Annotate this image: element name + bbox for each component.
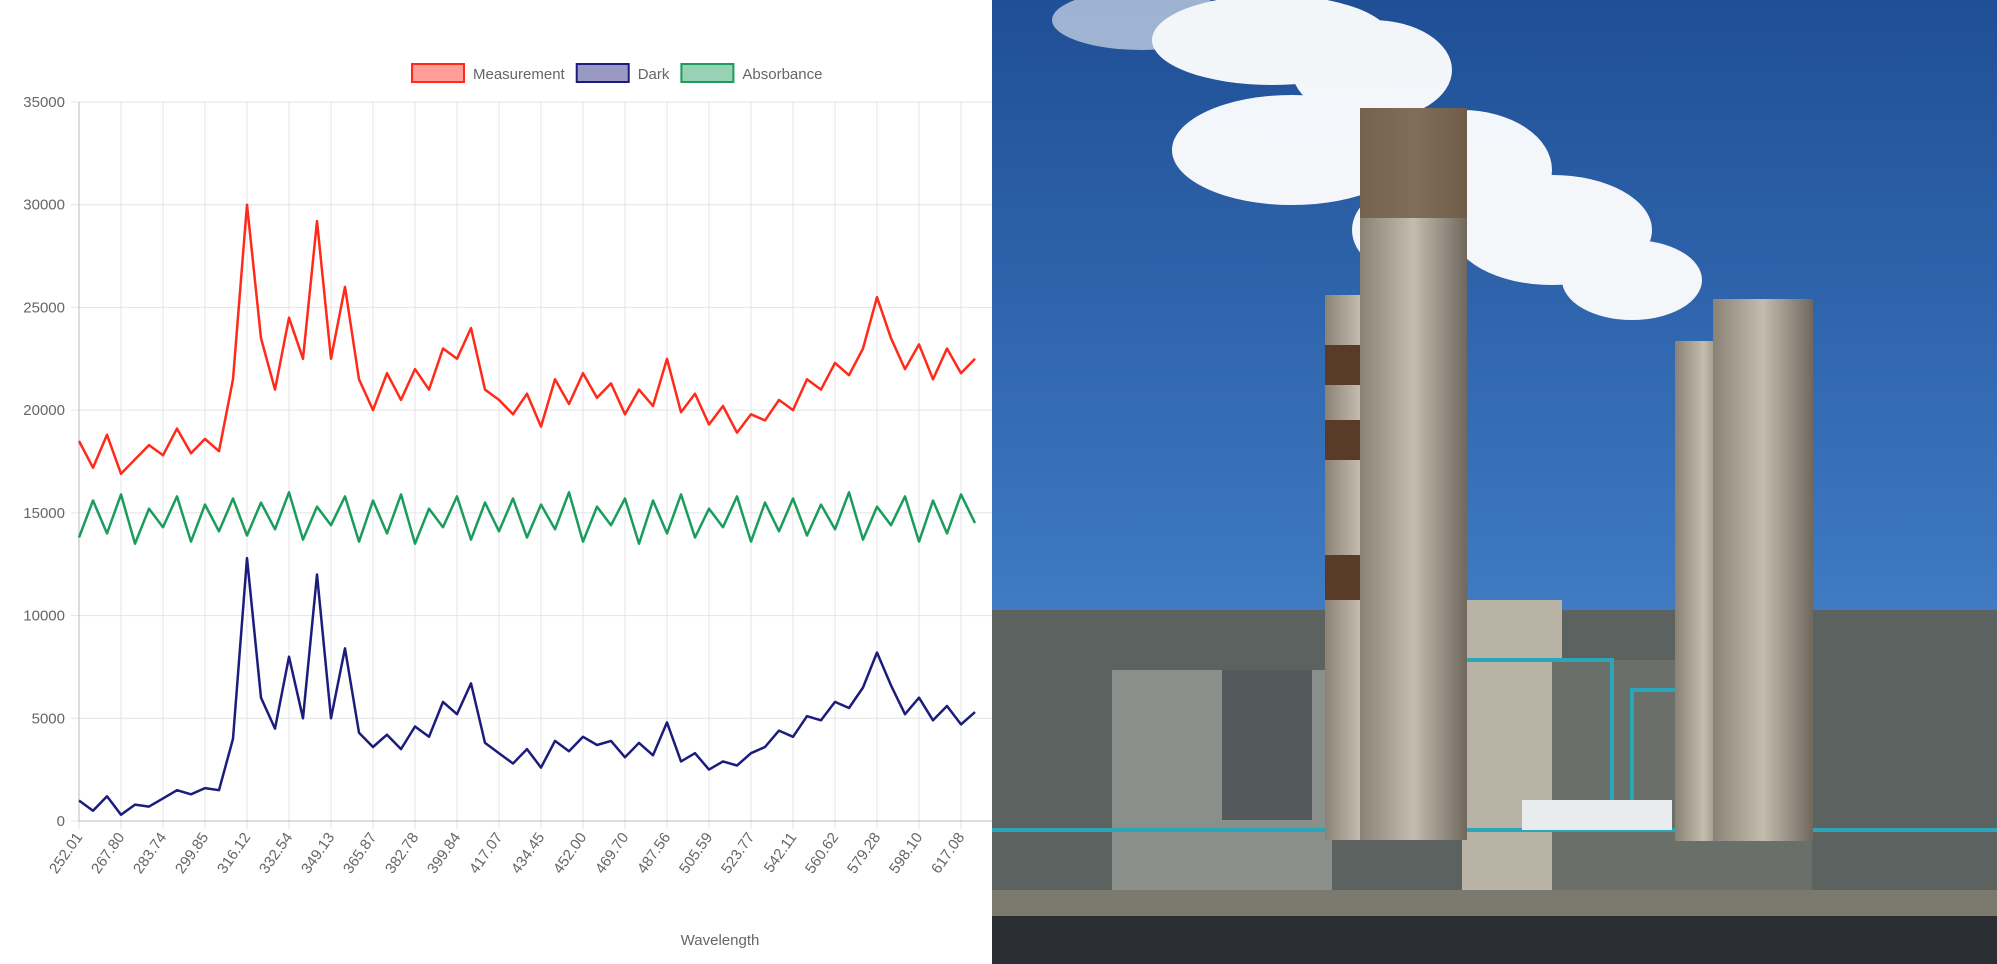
x-tick-label: 267.80 <box>88 830 128 877</box>
x-axis-label: Wavelength <box>681 932 760 949</box>
y-tick-label: 25000 <box>23 299 65 316</box>
x-tick-label: 452.00 <box>550 830 590 877</box>
x-tick-label: 434.45 <box>508 830 548 877</box>
y-tick-label: 5000 <box>32 710 65 727</box>
x-tick-label: 417.07 <box>466 830 506 877</box>
x-tick-label: 523.77 <box>718 830 758 877</box>
chart: Wavelength 0 5000 10000 15000 20000 25000 3000… <box>23 63 992 949</box>
photo <box>992 0 1997 964</box>
x-tick-label: 349.13 <box>298 830 338 877</box>
legend-label: Dark <box>638 66 670 83</box>
x-tick-label: 542.11 <box>761 830 801 876</box>
legend-swatch <box>680 63 735 83</box>
y-tick-label: 20000 <box>23 402 65 419</box>
series-line <box>78 556 976 817</box>
y-tick-label: 10000 <box>23 608 65 625</box>
x-tick-label: 579.28 <box>844 830 884 877</box>
x-tick-label: 399.84 <box>424 830 464 877</box>
x-tick-label: 283.74 <box>130 830 170 877</box>
x-tick-label: 469.70 <box>592 830 632 877</box>
x-tick-label: 316.12 <box>214 830 254 877</box>
x-tick-label: 617.08 <box>928 830 968 877</box>
series-line <box>77 491 977 545</box>
legend-swatch <box>411 63 465 83</box>
legend-label: Measurement <box>473 66 566 83</box>
series-line <box>77 203 976 476</box>
legend: Measurement Dark Absorbance <box>411 63 822 83</box>
y-tick-label: 30000 <box>23 197 65 214</box>
x-tick-label: 382.78 <box>382 830 422 877</box>
x-tick-label: 560.62 <box>802 830 842 877</box>
x-tick-label: 332.54 <box>256 830 296 877</box>
y-tick-label: 0 <box>57 813 65 830</box>
legend-label: Absorbance <box>742 66 822 83</box>
x-tick-label: 365.87 <box>340 830 380 877</box>
y-tick-label: 15000 <box>23 505 65 522</box>
x-tick-label: 252.01 <box>46 830 86 877</box>
x-tick-label: 505.59 <box>676 830 716 877</box>
x-tick-label: 299.85 <box>172 830 212 877</box>
x-tick-label: 598.10 <box>886 830 926 877</box>
x-tick-label: 487.56 <box>634 830 674 877</box>
legend-swatch <box>575 63 630 83</box>
y-tick-label: 35000 <box>23 94 65 111</box>
